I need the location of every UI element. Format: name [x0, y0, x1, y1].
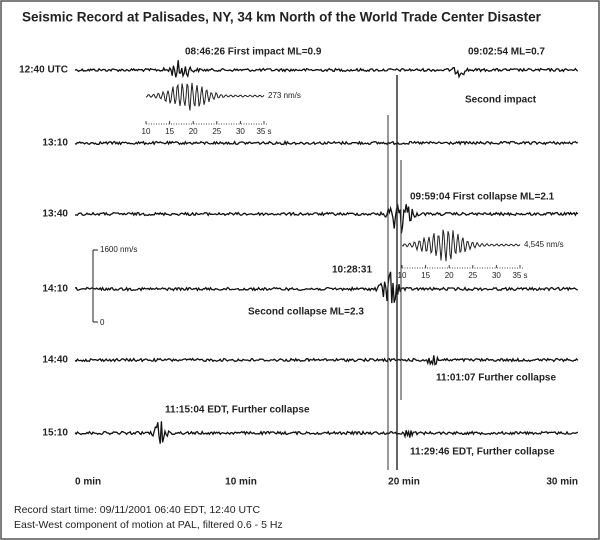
- trace-label: 15:10: [42, 428, 68, 439]
- inset-waveform: [401, 229, 521, 262]
- inset-tick-label: 15: [165, 127, 174, 136]
- inset-tick-label: 20: [445, 271, 454, 280]
- annotation: Second collapse ML=2.3: [248, 307, 364, 318]
- inset-waveform: [145, 82, 265, 111]
- annotation: 09:59:04 First collapse ML=2.1: [410, 192, 555, 203]
- trace-label: 14:10: [42, 284, 68, 295]
- inset-tick-label: 25: [468, 271, 477, 280]
- annotation: 11:15:04 EDT, Further collapse: [165, 405, 310, 416]
- inset-tick-label: 10: [142, 127, 151, 136]
- inset-tick-label: 30: [492, 271, 501, 280]
- trace-label: 13:10: [42, 138, 68, 149]
- inset-tick-label: 15: [421, 271, 430, 280]
- inset-tick-label: 25: [212, 127, 221, 136]
- seismic-trace: [74, 60, 579, 79]
- inset-tick-label: 30: [236, 127, 245, 136]
- note: East-West component of motion at PAL, fi…: [14, 519, 283, 531]
- seismic-trace: [74, 355, 579, 367]
- inset-amplitude: 273 nm/s: [268, 91, 301, 100]
- scale-top-label: 1600 nm/s: [100, 245, 137, 254]
- inset-tick-label: 20: [189, 127, 198, 136]
- seismic-trace: [74, 203, 579, 234]
- trace-label: 14:40: [42, 355, 68, 366]
- x-axis-label: 20 min: [388, 477, 420, 488]
- note: Record start time: 09/11/2001 06:40 EDT,…: [14, 504, 261, 516]
- annotation: Second impact: [465, 95, 537, 106]
- x-axis-label: 30 min: [546, 477, 578, 488]
- inset-tick-label: 10: [398, 271, 407, 280]
- x-axis-label: 10 min: [225, 477, 257, 488]
- trace-label: 12:40 UTC: [19, 65, 68, 76]
- annotation: 11:29:46 EDT, Further collapse: [410, 447, 555, 458]
- x-axis-label: 0 min: [75, 477, 101, 488]
- inset-tick-label: 35 s: [256, 127, 271, 136]
- trace-label: 13:40: [42, 209, 68, 220]
- title: Seismic Record at Palisades, NY, 34 km N…: [22, 10, 542, 25]
- annotation: 10:28:31: [332, 265, 372, 276]
- annotation: 11:01:07 Further collapse: [436, 373, 556, 384]
- seismic-trace: [74, 421, 579, 444]
- inset-tick-label: 35 s: [512, 271, 527, 280]
- annotation: 09:02:54 ML=0.7: [468, 47, 545, 58]
- scale-bottom-label: 0: [100, 318, 105, 327]
- inset-amplitude: 4,545 nm/s: [524, 240, 564, 249]
- annotation: 08:46:26 First impact ML=0.9: [185, 47, 322, 58]
- seismic-trace: [74, 140, 579, 146]
- seismic-trace: [74, 271, 578, 304]
